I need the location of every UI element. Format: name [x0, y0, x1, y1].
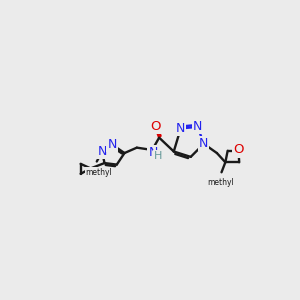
Text: N: N	[148, 146, 158, 159]
Text: N: N	[176, 122, 185, 135]
Text: H: H	[154, 151, 163, 161]
Text: N: N	[193, 120, 202, 134]
Text: N: N	[199, 137, 208, 150]
Text: O: O	[233, 143, 244, 157]
Text: methyl: methyl	[85, 168, 112, 177]
Text: O: O	[150, 120, 160, 134]
Text: N: N	[107, 138, 117, 151]
Text: methyl: methyl	[207, 178, 234, 187]
Text: N: N	[98, 145, 107, 158]
